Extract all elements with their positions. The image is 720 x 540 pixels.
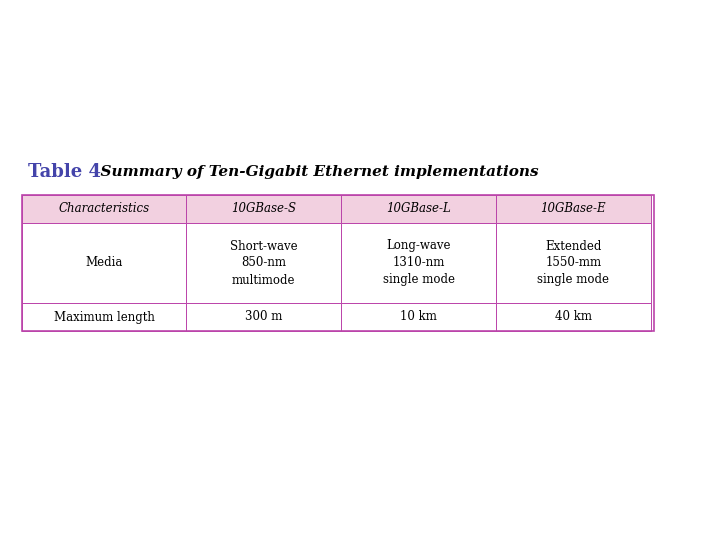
Bar xyxy=(496,195,651,223)
Text: 300 m: 300 m xyxy=(245,310,282,323)
Bar xyxy=(186,195,341,223)
Bar xyxy=(341,303,496,331)
Text: 10 km: 10 km xyxy=(400,310,437,323)
Text: Maximum length: Maximum length xyxy=(54,310,155,323)
Bar xyxy=(186,223,341,303)
Text: 10GBase-S: 10GBase-S xyxy=(231,202,296,215)
Bar xyxy=(341,223,496,303)
Bar xyxy=(341,195,496,223)
Text: Media: Media xyxy=(86,256,123,269)
Text: 10GBase-E: 10GBase-E xyxy=(541,202,606,215)
Bar xyxy=(22,195,186,223)
Text: Extended
1550-mm
single mode: Extended 1550-mm single mode xyxy=(537,240,609,287)
Bar xyxy=(22,195,654,331)
Text: Summary of Ten-Gigabit Ethernet implementations: Summary of Ten-Gigabit Ethernet implemen… xyxy=(90,165,539,179)
Text: 40 km: 40 km xyxy=(555,310,592,323)
Bar xyxy=(496,223,651,303)
Bar xyxy=(496,303,651,331)
Text: Short-wave
850-nm
multimode: Short-wave 850-nm multimode xyxy=(230,240,297,287)
Text: 10GBase-L: 10GBase-L xyxy=(386,202,451,215)
Text: Long-wave
1310-nm
single mode: Long-wave 1310-nm single mode xyxy=(382,240,454,287)
Text: Table 4: Table 4 xyxy=(28,163,101,181)
Bar xyxy=(22,303,186,331)
Bar xyxy=(22,223,186,303)
Text: Characteristics: Characteristics xyxy=(58,202,150,215)
Bar xyxy=(186,303,341,331)
